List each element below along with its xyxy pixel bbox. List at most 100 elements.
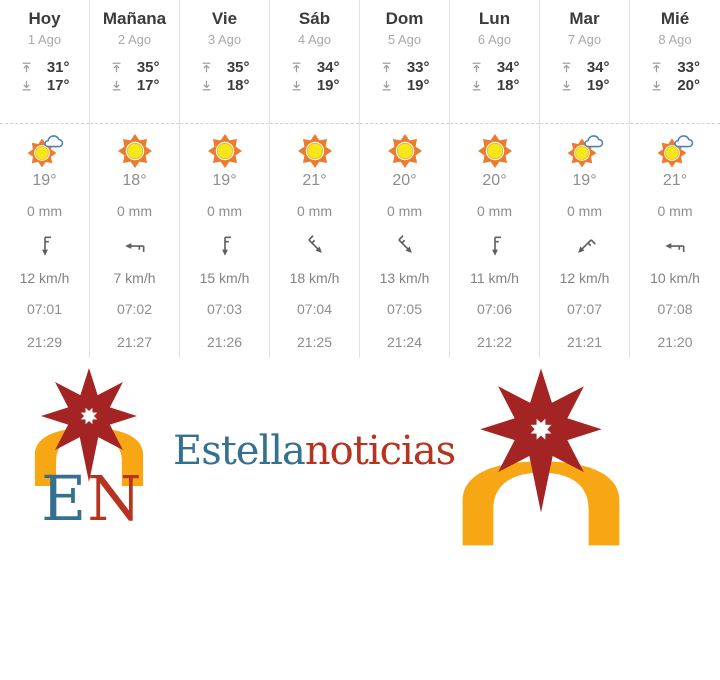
estellanoticias-logo-right[interactable] xyxy=(457,366,629,548)
period-cell[interactable]: 19° xyxy=(540,124,629,194)
hi-lo-block: 34° 19° xyxy=(270,58,359,94)
day-date: 1 Ago xyxy=(27,32,62,47)
min-temp-value: 18° xyxy=(226,76,250,94)
forecast-day-column[interactable]: Mar 7 Ago 34° 19° xyxy=(540,0,630,358)
max-temp-icon xyxy=(22,62,30,72)
brand-wordmark[interactable]: Estellanoticias xyxy=(173,428,456,474)
precipitation-value: 0 mm xyxy=(387,203,422,219)
day-header[interactable]: Hoy 1 Ago 31° 17° xyxy=(0,9,89,124)
min-temp-icon xyxy=(292,80,300,90)
period-cell[interactable]: 20° xyxy=(360,124,449,194)
day-date: 6 Ago xyxy=(477,32,512,47)
sunset-time: 21:22 xyxy=(476,333,513,350)
day-header[interactable]: Mié 8 Ago 33° 20° xyxy=(630,9,720,124)
max-temp-icon xyxy=(562,62,570,72)
wind-row xyxy=(0,228,89,264)
max-temp-icon xyxy=(382,62,390,72)
max-temp-icon xyxy=(292,62,300,72)
precipitation-value: 0 mm xyxy=(477,203,512,219)
day-date: 8 Ago xyxy=(658,32,692,47)
forecast-day-column[interactable]: Dom 5 Ago 33° 19° xyxy=(360,0,450,358)
period-cell[interactable]: 19° xyxy=(0,124,89,194)
monogram-n: N xyxy=(87,462,143,535)
min-temp-icon xyxy=(22,80,30,90)
wind-direction-icon xyxy=(665,243,685,252)
wind-speed-value: 12 km/h xyxy=(19,270,70,286)
max-temp-value: 33° xyxy=(406,58,430,76)
brand-primary: Estella xyxy=(173,428,306,474)
hi-lo-block: 35° 18° xyxy=(180,58,269,94)
wind-speed-value: 10 km/h xyxy=(650,270,700,286)
max-temp-icon xyxy=(652,62,661,72)
max-temp-row: 35° xyxy=(180,58,269,76)
max-temp-value: 34° xyxy=(586,58,610,76)
day-header[interactable]: Dom 5 Ago 33° 19° xyxy=(360,9,449,124)
forecast-day-column[interactable]: Hoy 1 Ago 31° 17° xyxy=(0,0,90,358)
period-cell[interactable]: 21° xyxy=(270,124,359,194)
day-name: Lun xyxy=(478,9,511,28)
period-temperature: 20° xyxy=(482,171,507,189)
sunrise-time: 07:01 xyxy=(26,300,63,317)
min-temp-icon xyxy=(202,80,210,90)
estellanoticias-logo-left[interactable]: EN xyxy=(31,366,151,546)
max-temp-icon xyxy=(112,62,120,72)
hi-lo-block: 35° 17° xyxy=(90,58,179,94)
forecast-day-column[interactable]: Vie 3 Ago 35° 18° xyxy=(180,0,270,358)
precipitation-value: 0 mm xyxy=(657,203,693,219)
sunrise-time: 07:07 xyxy=(566,300,603,317)
max-temp-value: 35° xyxy=(226,58,250,76)
monogram: EN xyxy=(41,466,143,532)
wind-row xyxy=(180,228,269,264)
wind-row xyxy=(360,228,449,264)
period-temperature: 21° xyxy=(302,171,327,189)
day-date: 3 Ago xyxy=(207,32,242,47)
weather-icon xyxy=(295,131,335,171)
day-date: 7 Ago xyxy=(567,32,602,47)
forecast-day-column[interactable]: Lun 6 Ago 34° 18° xyxy=(450,0,540,358)
min-temp-row: 19° xyxy=(540,76,629,94)
precipitation-value: 0 mm xyxy=(117,203,152,219)
weather-icon xyxy=(115,131,155,171)
min-temp-row: 18° xyxy=(180,76,269,94)
max-temp-icon xyxy=(472,62,480,72)
day-date: 2 Ago xyxy=(117,32,152,47)
day-date: 4 Ago xyxy=(297,32,332,47)
wind-speed-value: 11 km/h xyxy=(470,270,519,286)
max-temp-value: 34° xyxy=(496,58,520,76)
period-cell[interactable]: 19° xyxy=(180,124,269,194)
min-temp-row: 17° xyxy=(90,76,179,94)
wind-direction-icon xyxy=(124,243,144,252)
day-date: 5 Ago xyxy=(387,32,422,47)
period-cell[interactable]: 21° xyxy=(630,124,720,194)
day-name: Mañana xyxy=(102,9,167,28)
star-icon xyxy=(41,368,137,482)
forecast-day-column[interactable]: Mié 8 Ago 33° 20° xyxy=(630,0,720,358)
period-temperature: 19° xyxy=(212,171,237,189)
min-temp-value: 17° xyxy=(136,76,160,94)
wind-direction-icon xyxy=(307,235,322,253)
period-cell[interactable]: 18° xyxy=(90,124,179,194)
day-header[interactable]: Vie 3 Ago 35° 18° xyxy=(180,9,269,124)
wind-row xyxy=(90,228,179,264)
min-temp-icon xyxy=(652,80,661,90)
day-header[interactable]: Lun 6 Ago 34° 18° xyxy=(450,9,539,124)
brand-secondary: noticias xyxy=(304,428,456,474)
day-header[interactable]: Mañana 2 Ago 35° 17° xyxy=(90,9,179,124)
forecast-day-column[interactable]: Mañana 2 Ago 35° 17° xyxy=(90,0,180,358)
wind-speed-value: 13 km/h xyxy=(379,270,430,286)
min-temp-row: 18° xyxy=(450,76,539,94)
wind-row xyxy=(270,228,359,264)
max-temp-row: 33° xyxy=(630,58,720,76)
max-temp-row: 34° xyxy=(540,58,629,76)
max-temp-value: 34° xyxy=(316,58,340,76)
weather-icon xyxy=(655,131,695,171)
forecast-day-column[interactable]: Sáb 4 Ago 34° 19° xyxy=(270,0,360,358)
day-header[interactable]: Sáb 4 Ago 34° 19° xyxy=(270,9,359,124)
day-name: Vie xyxy=(211,9,238,28)
min-temp-value: 17° xyxy=(46,76,70,94)
min-temp-icon xyxy=(562,80,570,90)
period-cell[interactable]: 20° xyxy=(450,124,539,194)
day-header[interactable]: Mar 7 Ago 34° 19° xyxy=(540,9,629,124)
min-temp-value: 18° xyxy=(496,76,520,94)
wind-speed-value: 7 km/h xyxy=(113,270,156,286)
